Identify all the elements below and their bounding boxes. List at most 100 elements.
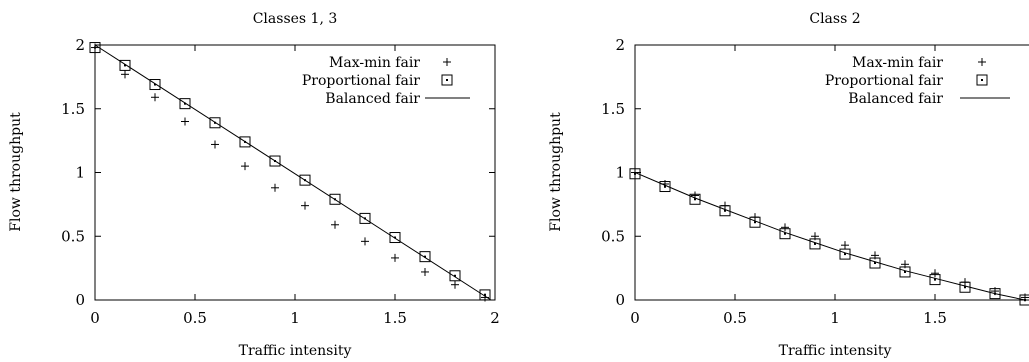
x-tick-label: 1.5: [923, 309, 947, 327]
series-line: [94, 44, 492, 301]
legend-label: Proportional fair: [825, 73, 943, 89]
legend-marker-square-dot: [981, 79, 983, 81]
legend-label: Balanced fair: [325, 91, 420, 107]
x-tick-label: 2: [490, 309, 500, 327]
y-tick-label: 1: [615, 164, 625, 182]
data-point-square: [629, 168, 641, 180]
data-point-plus: [781, 223, 789, 232]
legend-marker-square: [976, 74, 988, 86]
data-point-square: [149, 79, 161, 91]
data-point-square: [119, 59, 131, 71]
data-point-square-dot: [814, 242, 816, 245]
series-plus: [91, 43, 489, 302]
x-axis-label: Traffic intensity: [239, 343, 352, 359]
data-point-square-box: [239, 136, 251, 148]
data-point-plus: [841, 241, 849, 250]
data-point-square-dot: [454, 274, 456, 277]
x-tick-label: 0.5: [183, 309, 207, 327]
series-plus: [631, 168, 1029, 302]
legend-label: Balanced fair: [848, 91, 943, 107]
chart-title: Class 2: [809, 11, 860, 27]
data-point-square-dot: [634, 172, 636, 175]
x-tick-label: 0: [630, 309, 640, 327]
data-point-square-box: [299, 174, 311, 186]
x-tick-label: 1: [290, 309, 300, 327]
data-point-square-box: [749, 216, 761, 228]
data-point-plus: [181, 117, 189, 126]
legend-marker-plus: [978, 58, 986, 66]
data-point-plus: [121, 70, 129, 79]
legend-label: Max-min fair: [852, 55, 943, 71]
data-point-square: [89, 42, 101, 54]
data-point-square-dot: [874, 262, 876, 265]
data-point-square: [179, 98, 191, 110]
data-point-square-dot: [724, 209, 726, 212]
data-point-square-dot: [964, 286, 966, 289]
data-point-square: [749, 216, 761, 228]
data-point-square-box: [989, 288, 1001, 300]
data-point-plus: [931, 269, 939, 278]
data-point-square-box: [629, 168, 641, 180]
data-point-square-box: [119, 59, 131, 71]
data-point-plus: [421, 267, 429, 276]
data-point-plus: [391, 253, 399, 262]
series-square: [89, 42, 491, 301]
data-point-plus: [271, 183, 279, 192]
legend-marker-square-box: [976, 74, 988, 86]
data-point-square-dot: [124, 64, 126, 67]
data-point-square-box: [209, 117, 221, 129]
y-tick-label: 0.5: [601, 227, 625, 245]
data-point-plus: [301, 201, 309, 210]
data-point-square-dot: [784, 232, 786, 235]
data-point-square-box: [359, 212, 371, 224]
data-point-square-dot: [154, 83, 156, 86]
y-tick-label: 0.5: [61, 227, 85, 245]
data-point-plus: [211, 140, 219, 149]
data-point-square-box: [719, 205, 731, 217]
data-point-square: [719, 205, 731, 217]
series-line: [94, 44, 492, 301]
x-tick-label: 1: [830, 309, 840, 327]
data-point-square-dot: [424, 255, 426, 258]
y-tick-label: 2: [75, 36, 85, 54]
data-point-square-box: [419, 251, 431, 263]
y-tick-label: 1.5: [601, 100, 625, 118]
data-point-square: [659, 181, 671, 193]
legend-label: Max-min fair: [329, 55, 420, 71]
data-point-plus: [331, 220, 339, 229]
data-point-square: [389, 232, 401, 244]
y-tick-label: 1: [75, 164, 85, 182]
y-tick-label: 1.5: [61, 100, 85, 118]
data-point-square-dot: [94, 46, 96, 49]
data-point-square-dot: [184, 102, 186, 105]
data-point-plus: [361, 237, 369, 246]
y-axis-label: Flow throughput: [8, 112, 24, 232]
x-tick-label: 0.5: [723, 309, 747, 327]
data-point-square-box: [659, 181, 671, 193]
series-line: [634, 172, 1026, 301]
series-line: [634, 172, 1026, 301]
series-square: [629, 168, 1029, 306]
x-tick-label: 0: [90, 309, 100, 327]
data-point-square-dot: [664, 185, 666, 188]
chart-panel-classes-1-3: 0 0.5 1 1.5 2 0 0.5 1 1.5 2 Classes 1, 3 Traffic in…: [8, 11, 500, 359]
data-point-square-dot: [484, 293, 486, 296]
data-point-square-box: [1019, 294, 1029, 306]
y-tick-label: 0: [615, 291, 625, 309]
y-axis-label: Flow throughput: [548, 112, 564, 232]
data-point-square-box: [149, 79, 161, 91]
data-point-square-box: [479, 289, 491, 301]
legend-marker-square: [441, 74, 453, 86]
data-point-square-dot: [394, 236, 396, 239]
data-point-square: [689, 193, 701, 205]
data-point-square-box: [329, 193, 341, 205]
legend-marker-square-box: [441, 74, 453, 86]
chart-title: Classes 1, 3: [253, 11, 338, 27]
data-point-square-box: [689, 193, 701, 205]
data-point-square-dot: [844, 253, 846, 256]
data-point-square-box: [269, 155, 281, 167]
data-point-plus: [451, 280, 459, 289]
data-point-plus: [151, 93, 159, 102]
y-tick-label: 2: [615, 36, 625, 54]
